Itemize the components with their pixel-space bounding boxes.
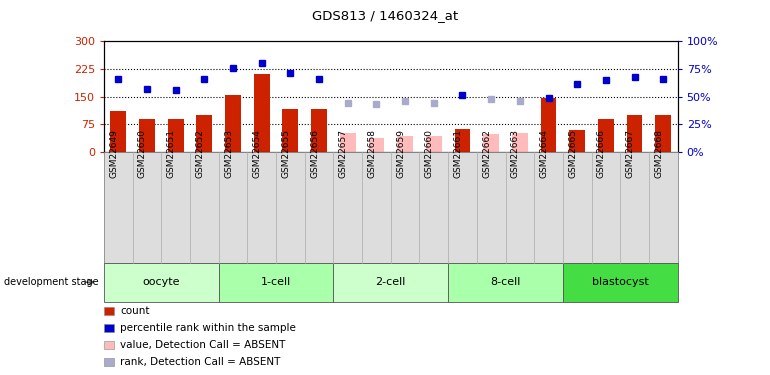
Bar xyxy=(454,129,470,152)
Text: GSM22666: GSM22666 xyxy=(597,129,606,178)
Text: blastocyst: blastocyst xyxy=(592,277,648,287)
Bar xyxy=(139,119,155,152)
Bar xyxy=(512,133,527,152)
Bar xyxy=(569,130,585,152)
Text: GSM22659: GSM22659 xyxy=(396,129,405,178)
Text: GSM22650: GSM22650 xyxy=(138,129,147,178)
Text: 2-cell: 2-cell xyxy=(376,277,406,287)
Text: GSM22656: GSM22656 xyxy=(310,129,319,178)
Bar xyxy=(484,134,499,152)
Text: 1-cell: 1-cell xyxy=(261,277,291,287)
Text: development stage: development stage xyxy=(4,277,99,287)
Bar xyxy=(340,133,356,152)
Text: GSM22665: GSM22665 xyxy=(568,129,578,178)
Text: GSM22667: GSM22667 xyxy=(625,129,634,178)
Text: value, Detection Call = ABSENT: value, Detection Call = ABSENT xyxy=(120,340,286,350)
Bar xyxy=(110,111,126,152)
Bar xyxy=(541,98,557,152)
Text: GSM22660: GSM22660 xyxy=(425,129,434,178)
Text: GSM22649: GSM22649 xyxy=(109,129,119,178)
Bar xyxy=(397,136,413,152)
Text: GSM22663: GSM22663 xyxy=(511,129,520,178)
Text: count: count xyxy=(120,306,150,316)
Bar xyxy=(196,115,213,152)
Text: GSM22662: GSM22662 xyxy=(482,129,491,178)
Text: GSM22661: GSM22661 xyxy=(454,129,463,178)
Text: GSM22668: GSM22668 xyxy=(654,129,663,178)
Bar xyxy=(168,118,183,152)
Bar xyxy=(283,110,298,152)
Text: percentile rank within the sample: percentile rank within the sample xyxy=(120,323,296,333)
Bar xyxy=(598,118,614,152)
Text: GDS813 / 1460324_at: GDS813 / 1460324_at xyxy=(312,9,458,22)
Text: GSM22655: GSM22655 xyxy=(281,129,290,178)
Bar xyxy=(254,74,270,152)
Bar xyxy=(655,115,671,152)
Bar xyxy=(627,115,642,152)
Text: rank, Detection Call = ABSENT: rank, Detection Call = ABSENT xyxy=(120,357,280,367)
Bar xyxy=(369,138,384,152)
Text: 8-cell: 8-cell xyxy=(490,277,521,287)
Text: GSM22657: GSM22657 xyxy=(339,129,348,178)
Text: GSM22654: GSM22654 xyxy=(253,129,262,178)
Text: GSM22664: GSM22664 xyxy=(540,129,548,178)
Text: GSM22658: GSM22658 xyxy=(367,129,377,178)
Bar xyxy=(426,136,442,152)
Text: GSM22652: GSM22652 xyxy=(196,129,204,178)
Text: GSM22653: GSM22653 xyxy=(224,129,233,178)
Bar xyxy=(311,110,327,152)
Text: GSM22651: GSM22651 xyxy=(166,129,176,178)
Text: oocyte: oocyte xyxy=(142,277,180,287)
Bar xyxy=(225,95,241,152)
